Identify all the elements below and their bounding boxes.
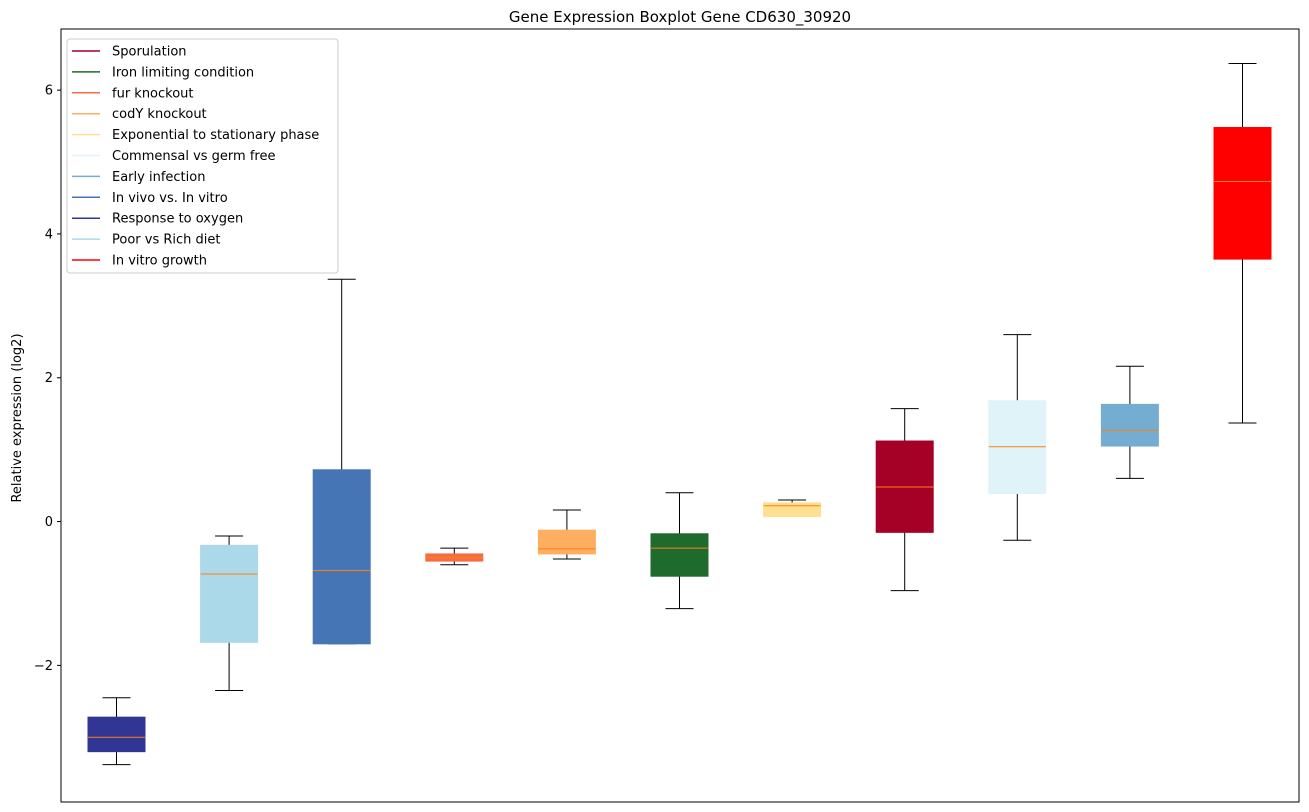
- box-body: [312, 469, 371, 645]
- box-group: [1100, 365, 1159, 479]
- box-group: [537, 509, 596, 560]
- box-group: [425, 547, 484, 566]
- box-body: [1100, 403, 1159, 447]
- y-tick-label: 6: [45, 84, 53, 99]
- legend-label: Exponential to stationary phase: [112, 128, 319, 143]
- box-group: [650, 492, 709, 610]
- boxes-layer: [87, 63, 1272, 766]
- legend-label: In vivo vs. In vitro: [112, 191, 228, 206]
- legend-label: Poor vs Rich diet: [112, 233, 220, 248]
- plot-area-frame: [60, 28, 1300, 803]
- box-body: [1213, 127, 1272, 260]
- box-group: [875, 408, 934, 592]
- legend-label: Iron limiting condition: [112, 65, 254, 80]
- legend-label: Commensal vs germ free: [112, 149, 275, 164]
- legend: Sporulation Iron limiting condition fur kn…: [66, 38, 339, 274]
- legend-label: fur knockout: [112, 86, 194, 101]
- legend-frame: [66, 38, 339, 274]
- box-group: [87, 697, 146, 766]
- y-tick-label: 2: [45, 371, 53, 386]
- box-body: [200, 544, 259, 643]
- y-tick-label: 0: [45, 515, 53, 530]
- legend-label: Response to oxygen: [112, 212, 243, 227]
- box-group: [1213, 63, 1272, 424]
- legend-label: Early infection: [112, 170, 205, 185]
- legend-label: codY knockout: [112, 107, 207, 122]
- y-axis-label: Relative expression (log2): [10, 333, 25, 502]
- chart-title: Gene Expression Boxplot Gene CD630_30920: [509, 8, 851, 27]
- box-group: [763, 499, 822, 518]
- box-body: [650, 533, 709, 577]
- y-tick-label: −2: [34, 659, 53, 674]
- y-tick-label: 4: [45, 227, 53, 242]
- box-group: [988, 334, 1047, 541]
- box-group: [312, 278, 371, 645]
- legend-label: In vitro growth: [112, 254, 207, 269]
- box-body: [763, 502, 822, 518]
- y-axis-ticks: −2 0 2 4 6: [34, 84, 61, 674]
- box-body: [537, 529, 596, 555]
- box-group: [200, 535, 259, 692]
- legend-label: Sporulation: [112, 45, 187, 60]
- box-body: [87, 716, 146, 753]
